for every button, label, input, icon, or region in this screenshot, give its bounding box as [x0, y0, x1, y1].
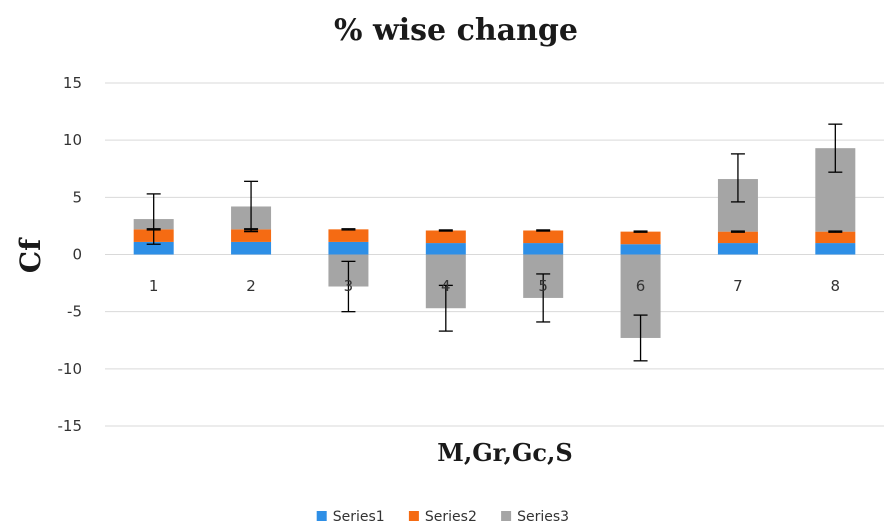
y-tick-label: 15 [63, 74, 82, 92]
legend-swatch-series3 [501, 511, 512, 521]
legend-label-series1: Series1 [333, 509, 385, 525]
x-tick-label: 1 [149, 277, 159, 295]
legend: Series1 Series2 Series3 [316, 509, 569, 525]
x-tick-label: 5 [538, 277, 548, 295]
bar-series1 [328, 241, 369, 255]
bar-series1 [620, 244, 661, 255]
gridlines [105, 82, 884, 427]
bar-series2 [523, 230, 564, 244]
y-tick-label: 0 [72, 246, 82, 264]
bar-series1 [523, 243, 564, 255]
y-tick-label: -15 [58, 417, 83, 435]
x-tick-label: 7 [733, 277, 743, 295]
bar-series2 [620, 231, 661, 245]
bar-series1 [425, 243, 466, 255]
chart-title: % wise change [334, 13, 578, 48]
x-tick-label: 8 [831, 277, 841, 295]
x-tick-label: 4 [441, 277, 451, 295]
x-tick-label: 3 [344, 277, 354, 295]
bar-series1 [717, 243, 758, 255]
bars [133, 148, 856, 338]
y-axis-title: Cf [14, 237, 47, 273]
bar-series2 [231, 229, 272, 242]
y-tick-label: -5 [67, 303, 82, 321]
legend-label-series3: Series3 [517, 509, 569, 525]
bar-series2 [815, 231, 856, 244]
y-tick-label: 10 [63, 131, 82, 149]
y-tick-label: 5 [72, 188, 82, 206]
bar-series2 [425, 230, 466, 244]
y-axis-ticks: 15 10 5 0 -5 -10 -15 [58, 74, 83, 435]
legend-swatch-series1 [316, 511, 327, 521]
x-axis-title: M,Gr,Gc,S [437, 438, 572, 467]
bar-series1 [815, 243, 856, 255]
x-tick-label: 2 [246, 277, 256, 295]
legend-swatch-series2 [408, 511, 419, 521]
error-bars [146, 123, 843, 362]
bar-series1 [133, 241, 174, 255]
bar-series2 [717, 231, 758, 244]
legend-label-series2: Series2 [425, 509, 477, 525]
bar-series2 [328, 229, 369, 242]
x-axis-ticks: 1 2 3 4 5 6 7 8 [149, 277, 840, 295]
bar-series1 [231, 241, 272, 255]
y-tick-label: -10 [58, 360, 83, 378]
x-tick-label: 6 [636, 277, 646, 295]
